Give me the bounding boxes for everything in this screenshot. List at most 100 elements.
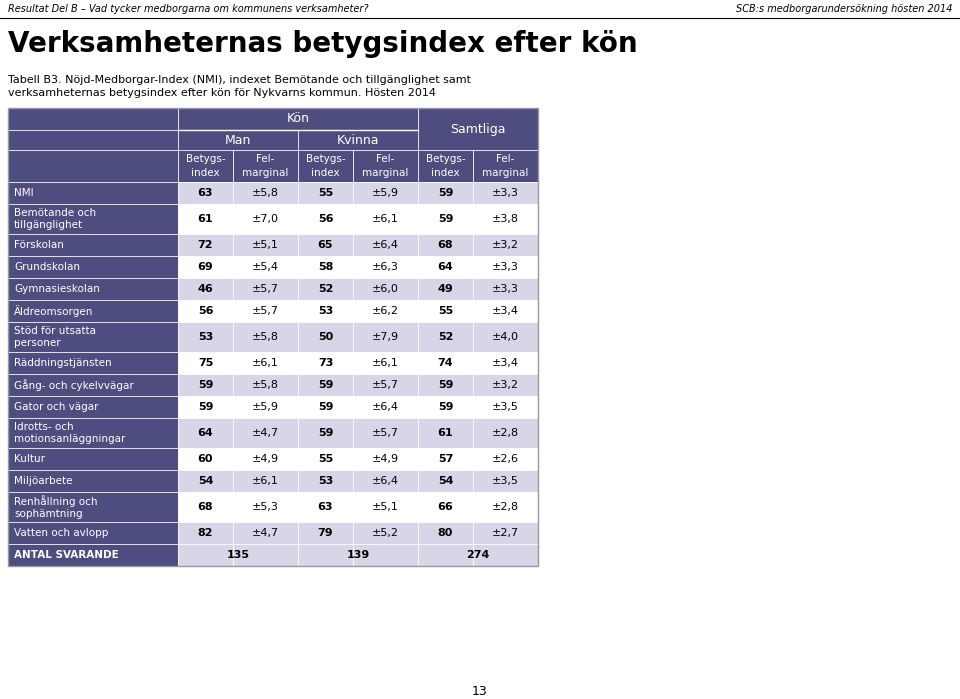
- Bar: [473, 352, 538, 374]
- Bar: [353, 374, 418, 396]
- Text: 63: 63: [318, 502, 333, 512]
- Text: ±6,0: ±6,0: [372, 284, 399, 294]
- Text: ±7,0: ±7,0: [252, 214, 279, 224]
- Text: ±3,4: ±3,4: [492, 358, 519, 368]
- Text: 52: 52: [318, 284, 333, 294]
- Text: 68: 68: [198, 502, 213, 512]
- Bar: [418, 448, 473, 470]
- Text: ±2,8: ±2,8: [492, 502, 519, 512]
- Text: 61: 61: [198, 214, 213, 224]
- Bar: [418, 204, 473, 234]
- Text: ±5,9: ±5,9: [252, 402, 279, 412]
- Bar: [298, 130, 418, 150]
- Text: ±5,9: ±5,9: [372, 188, 399, 198]
- Bar: [418, 396, 473, 418]
- Bar: [233, 182, 298, 204]
- Bar: [8, 374, 178, 396]
- Text: ±3,3: ±3,3: [492, 188, 519, 198]
- Bar: [233, 300, 298, 322]
- Text: ANTAL SVARANDE: ANTAL SVARANDE: [14, 550, 119, 560]
- Text: ±5,7: ±5,7: [372, 380, 399, 390]
- Bar: [178, 522, 233, 544]
- Bar: [178, 234, 233, 256]
- Bar: [298, 204, 353, 234]
- Bar: [418, 374, 473, 396]
- Bar: [473, 448, 538, 470]
- Bar: [8, 418, 178, 448]
- Bar: [473, 204, 538, 234]
- Text: verksamheternas betygsindex efter kön för Nykvarns kommun. Hösten 2014: verksamheternas betygsindex efter kön fö…: [8, 88, 436, 98]
- Bar: [178, 182, 233, 204]
- Text: Gymnasieskolan: Gymnasieskolan: [14, 284, 100, 294]
- Text: Kvinna: Kvinna: [337, 134, 379, 147]
- Bar: [298, 182, 353, 204]
- Bar: [8, 352, 178, 374]
- Bar: [178, 278, 233, 300]
- Bar: [353, 544, 418, 566]
- Text: ±5,2: ±5,2: [372, 528, 399, 538]
- Text: Resultat Del B – Vad tycker medborgarna om kommunens verksamheter?: Resultat Del B – Vad tycker medborgarna …: [8, 4, 369, 14]
- Text: Fel-
marginal: Fel- marginal: [242, 154, 289, 178]
- Text: ±5,8: ±5,8: [252, 188, 279, 198]
- Bar: [233, 448, 298, 470]
- Text: ±4,9: ±4,9: [252, 454, 279, 464]
- Bar: [353, 182, 418, 204]
- Text: Betygs-
index: Betygs- index: [425, 154, 466, 178]
- Text: Man: Man: [225, 134, 252, 147]
- Text: 13: 13: [472, 685, 488, 698]
- Bar: [418, 300, 473, 322]
- Bar: [8, 448, 178, 470]
- Text: ±3,5: ±3,5: [492, 402, 519, 412]
- Bar: [8, 256, 178, 278]
- Bar: [353, 322, 418, 352]
- Text: 55: 55: [318, 454, 333, 464]
- Bar: [298, 448, 353, 470]
- Text: Betygs-
index: Betygs- index: [185, 154, 226, 178]
- Bar: [233, 322, 298, 352]
- Bar: [298, 492, 353, 522]
- Text: ±4,0: ±4,0: [492, 332, 519, 342]
- Bar: [178, 470, 233, 492]
- Bar: [8, 150, 178, 182]
- Bar: [298, 352, 353, 374]
- Text: 54: 54: [198, 476, 213, 486]
- Bar: [8, 522, 178, 544]
- Text: Verksamheternas betygsindex efter kön: Verksamheternas betygsindex efter kön: [8, 30, 637, 58]
- Bar: [418, 352, 473, 374]
- Text: ±4,7: ±4,7: [252, 528, 279, 538]
- Text: NMI: NMI: [14, 188, 34, 198]
- Bar: [353, 492, 418, 522]
- Text: 74: 74: [438, 358, 453, 368]
- Bar: [8, 108, 538, 566]
- Text: 63: 63: [198, 188, 213, 198]
- Text: 64: 64: [438, 262, 453, 272]
- Text: ±7,9: ±7,9: [372, 332, 399, 342]
- Text: 52: 52: [438, 332, 453, 342]
- Text: ±3,2: ±3,2: [492, 380, 519, 390]
- Bar: [8, 182, 178, 204]
- Bar: [8, 396, 178, 418]
- Bar: [298, 300, 353, 322]
- Bar: [8, 234, 178, 256]
- Text: ±6,4: ±6,4: [372, 402, 399, 412]
- Text: 58: 58: [318, 262, 333, 272]
- Bar: [298, 374, 353, 396]
- Text: 65: 65: [318, 240, 333, 250]
- Text: 59: 59: [438, 380, 453, 390]
- Bar: [298, 234, 353, 256]
- Bar: [473, 300, 538, 322]
- Text: 64: 64: [198, 428, 213, 438]
- Bar: [298, 322, 353, 352]
- Bar: [473, 234, 538, 256]
- Text: ±4,9: ±4,9: [372, 454, 399, 464]
- Bar: [418, 522, 473, 544]
- Bar: [473, 322, 538, 352]
- Text: ±3,4: ±3,4: [492, 306, 519, 316]
- Bar: [178, 108, 418, 130]
- Bar: [233, 256, 298, 278]
- Text: Miljöarbete: Miljöarbete: [14, 476, 73, 486]
- Bar: [353, 204, 418, 234]
- Bar: [178, 150, 233, 182]
- Bar: [178, 130, 298, 150]
- Text: Kön: Kön: [286, 113, 309, 126]
